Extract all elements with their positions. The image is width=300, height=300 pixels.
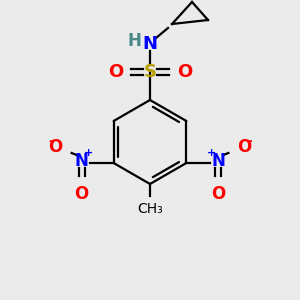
- Text: H: H: [127, 32, 141, 50]
- Text: S: S: [143, 63, 157, 81]
- Text: O: O: [108, 63, 123, 81]
- Text: N: N: [142, 35, 158, 53]
- Text: O: O: [237, 138, 252, 156]
- Text: CH₃: CH₃: [137, 202, 163, 216]
- Text: -: -: [48, 134, 53, 148]
- Text: O: O: [177, 63, 192, 81]
- Text: -: -: [247, 134, 252, 148]
- Text: N: N: [212, 152, 225, 170]
- Text: O: O: [74, 185, 89, 203]
- Text: +: +: [84, 148, 93, 158]
- Text: +: +: [207, 148, 216, 158]
- Text: O: O: [48, 138, 63, 156]
- Text: O: O: [211, 185, 226, 203]
- Text: N: N: [75, 152, 88, 170]
